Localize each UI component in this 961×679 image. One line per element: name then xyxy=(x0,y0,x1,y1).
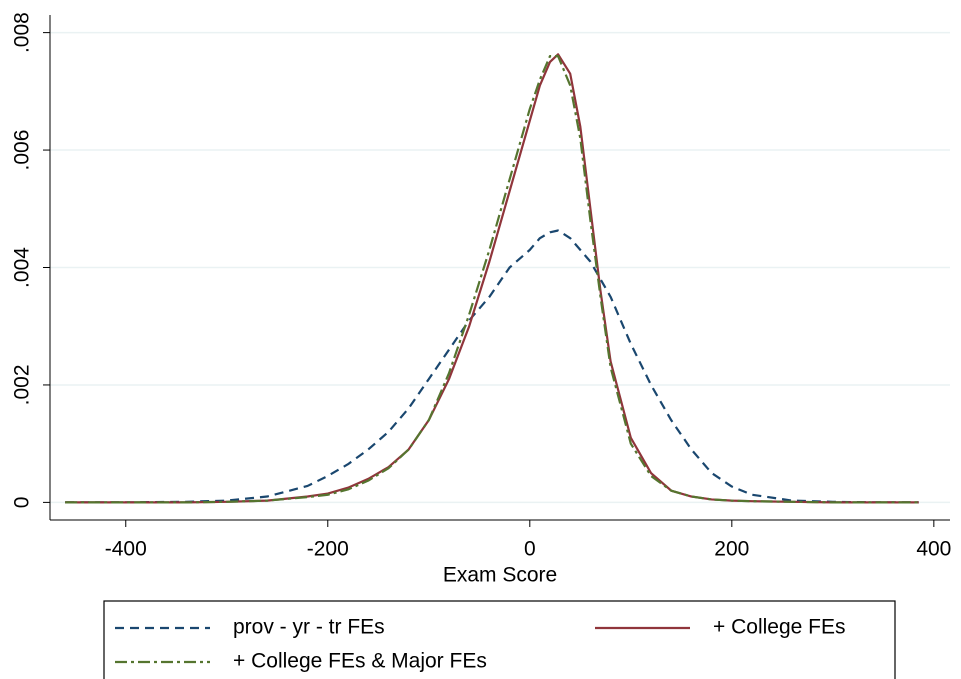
legend-box xyxy=(103,600,896,679)
line-series xyxy=(65,55,919,504)
x-tick-label: 400 xyxy=(916,538,951,561)
x-axis-label: Exam Score xyxy=(443,564,557,587)
legend-label: + College FEs & Major FEs xyxy=(233,650,487,673)
legend-label: prov - yr - tr FEs xyxy=(233,616,385,639)
y-tick-label: .004 xyxy=(11,247,34,288)
x-tick-label: -200 xyxy=(307,538,349,561)
legend-label: + College FEs xyxy=(713,616,845,639)
y-tick-label: .002 xyxy=(11,365,34,406)
x-tick-label: -400 xyxy=(105,538,147,561)
y-tick-label: .008 xyxy=(11,12,34,53)
line-series xyxy=(65,229,919,504)
x-tick-label: 200 xyxy=(714,538,749,561)
y-tick-label: .006 xyxy=(11,130,34,171)
x-tick-label: 0 xyxy=(524,538,536,561)
y-tick-label: 0 xyxy=(11,497,34,509)
